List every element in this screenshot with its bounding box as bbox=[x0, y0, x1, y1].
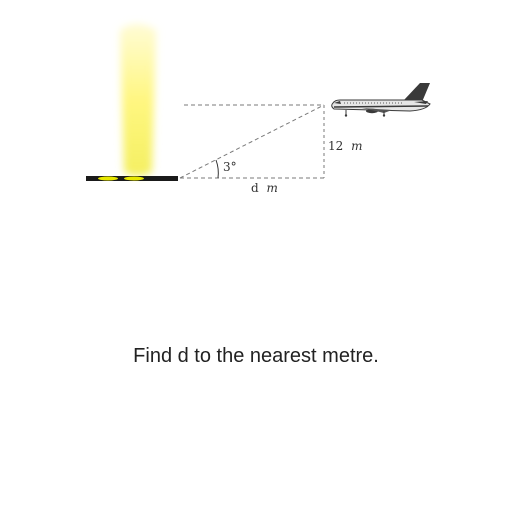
distance-label: d m bbox=[251, 181, 278, 195]
angle-arc bbox=[215, 159, 219, 179]
height-label: 12 m bbox=[328, 139, 363, 153]
runway-light-right bbox=[124, 176, 144, 181]
airplane-icon bbox=[331, 83, 431, 117]
angle-label: 3° bbox=[223, 160, 237, 174]
runway-light-left bbox=[98, 176, 118, 181]
light-beam bbox=[120, 24, 156, 176]
distance-unit: m bbox=[267, 181, 278, 195]
question-text: Find d to the nearest metre. bbox=[133, 345, 379, 367]
height-value: 12 bbox=[328, 139, 343, 153]
height-unit: m bbox=[351, 139, 362, 153]
distance-value: d bbox=[251, 181, 259, 195]
hypotenuse-line bbox=[179, 104, 325, 179]
